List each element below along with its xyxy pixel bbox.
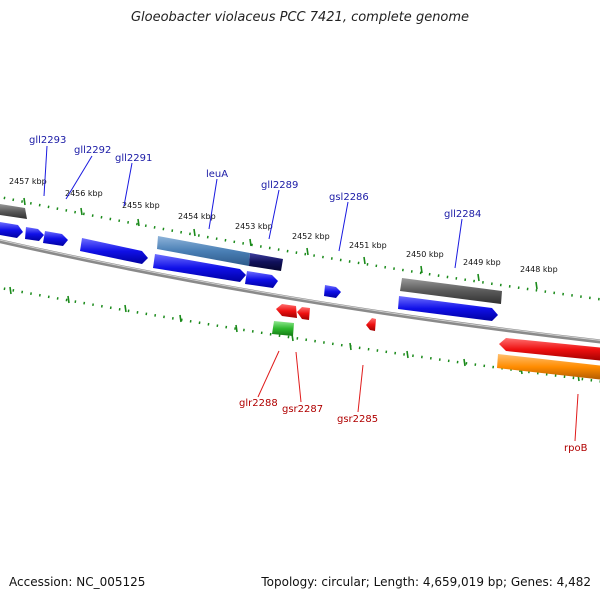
accession-text: Accession: NC_005125 [9,575,146,589]
outer-tick-track [0,195,600,301]
top-label-connectors [43,145,463,269]
forward-gene-feature [0,204,27,219]
kbp-label: 2451 kbp [349,241,387,250]
reverse-gene-feature [499,338,600,361]
genome-backbone-highlight [0,239,600,341]
forward-gene-feature [0,222,23,238]
reverse-gene-feature [297,307,310,320]
kbp-label: 2452 kbp [292,232,330,241]
outer-major-ticks [23,197,538,290]
operon-feature [249,253,283,271]
kbp-label: 2449 kbp [463,258,501,267]
genome-title: Gloeobacter violaceus PCC 7421, complete… [130,10,470,25]
gene-label-gll2284: gll2284 [444,209,481,220]
gene-label-glr2288: glr2288 [239,398,278,409]
kbp-label: 2450 kbp [406,250,444,259]
reverse-gene-feature [276,304,297,318]
pseudo-feature [400,278,502,304]
gene-label-leuA: leuA [206,169,228,180]
forward-gene-feature [245,271,278,288]
reverse-gene-feature [366,318,376,331]
gene-label-gsr2287: gsr2287 [282,404,323,415]
rrna-feature [497,354,600,380]
bottom-label-connectors [257,350,579,442]
kbp-label: 2448 kbp [520,265,558,274]
gene-label-gll2292: gll2292 [74,145,111,156]
forward-gene-feature [80,238,148,264]
kbp-label: 2454 kbp [178,212,216,221]
gene-label-rpoB: rpoB [564,443,588,454]
forward-gene-feature [25,227,44,241]
topology-text: Topology: circular; Length: 4,659,019 bp… [261,575,591,589]
kbp-label: 2455 kbp [122,201,160,210]
forward-gene-feature [43,231,68,246]
genome-backbone [0,239,600,344]
trna-feature [272,321,294,336]
kbp-label: 2456 kbp [65,189,103,198]
kbp-label: 2457 kbp [9,177,47,186]
forward-gene-feature [324,285,341,298]
gene-label-gsr2285: gsr2285 [337,414,378,425]
gene-label-gll2293: gll2293 [29,135,66,146]
kbp-label: 2453 kbp [235,222,273,231]
forward-gene-feature [153,254,246,282]
gene-label-gll2291: gll2291 [115,153,152,164]
forward-gene-feature [398,296,498,321]
gene-label-gsl2286: gsl2286 [329,192,369,203]
gene-label-gll2289: gll2289 [261,180,298,191]
inner-tick-track [0,286,600,383]
operon-feature [157,236,250,266]
